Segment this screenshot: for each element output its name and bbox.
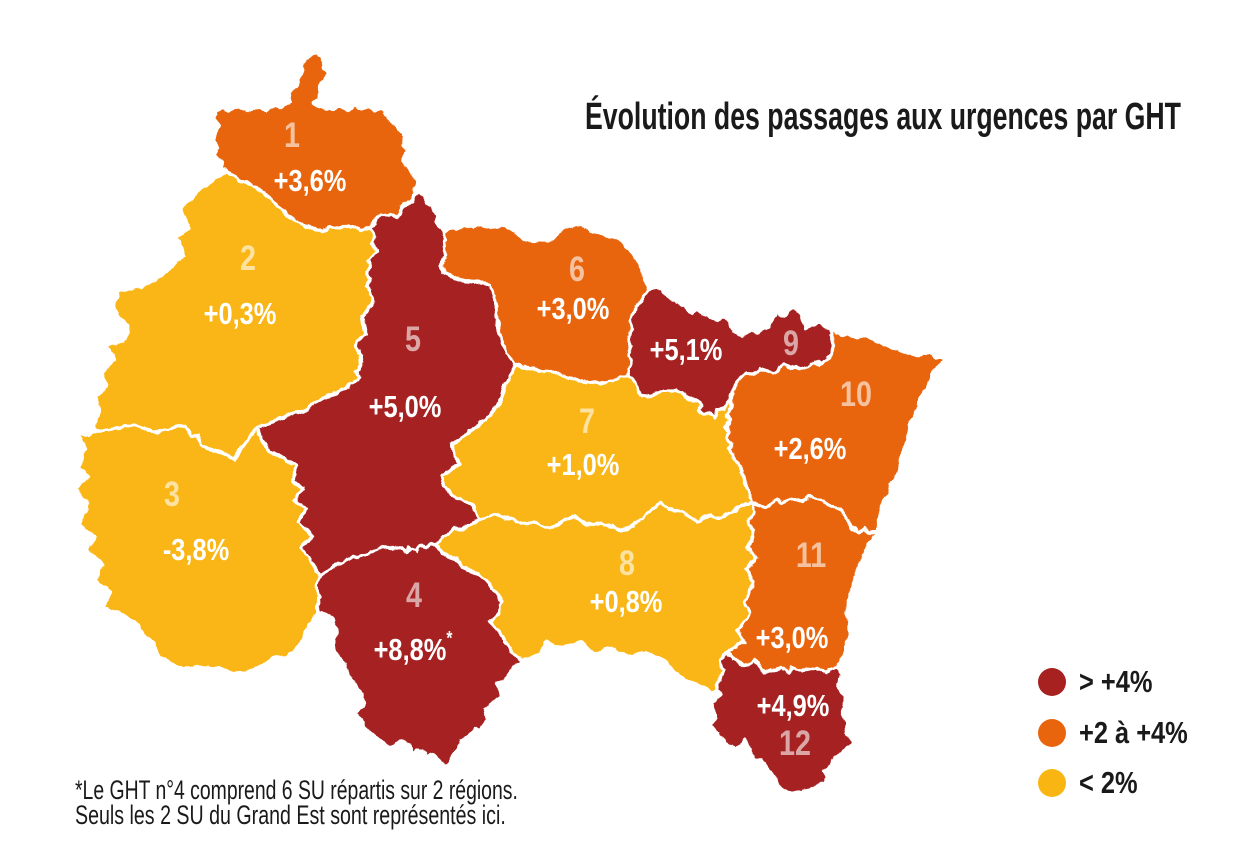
chart-title: Évolution des passages aux urgences par … bbox=[585, 94, 1181, 137]
region-8-number: 8 bbox=[619, 543, 635, 582]
region-4-value: +8,8%* bbox=[374, 627, 453, 667]
region-12-number: 12 bbox=[779, 723, 811, 762]
region-9-number: 9 bbox=[783, 323, 799, 362]
region-11-value: +3,0% bbox=[756, 621, 829, 656]
region-11-number: 11 bbox=[796, 535, 826, 574]
region-8-value: +0,8% bbox=[590, 585, 663, 620]
region-1-value: +3,6% bbox=[274, 164, 347, 199]
region-10-value: +2,6% bbox=[774, 432, 847, 467]
region-2-number: 2 bbox=[240, 238, 256, 277]
region-7-number: 7 bbox=[579, 401, 595, 440]
legend-swatch-red bbox=[1038, 668, 1066, 696]
map-labels: 1 +3,6% 2 +0,3% 3 -3,8% 4 +8,8%* 5 +5,0% 6 +3,0% 7 +1… bbox=[163, 115, 872, 762]
legend-swatch-yellow bbox=[1038, 769, 1066, 797]
footnote-line1: *Le GHT n°4 comprend 6 SU répartis sur 2… bbox=[75, 775, 518, 805]
legend-swatch-orange bbox=[1038, 719, 1066, 747]
region-7-value: +1,0% bbox=[547, 448, 620, 483]
legend: > +4% +2 à +4% < 2% bbox=[1038, 665, 1188, 801]
region-1-number: 1 bbox=[284, 115, 300, 154]
region-4-number: 4 bbox=[406, 575, 422, 614]
region-6-value: +3,0% bbox=[537, 292, 610, 327]
region-9-value: +5,1% bbox=[650, 333, 723, 368]
region-12-shape bbox=[708, 648, 854, 796]
legend-label-1: +2 à +4% bbox=[1079, 716, 1188, 751]
region-10-number: 10 bbox=[840, 374, 872, 413]
region-3-value: -3,8% bbox=[163, 533, 229, 568]
legend-label-0: > +4% bbox=[1079, 665, 1152, 700]
legend-label-2: < 2% bbox=[1079, 766, 1138, 801]
region-5-number: 5 bbox=[405, 319, 421, 358]
map-regions bbox=[73, 52, 950, 796]
region-3-number: 3 bbox=[164, 474, 180, 513]
region-6-number: 6 bbox=[569, 249, 585, 288]
region-12-value: +4,9% bbox=[757, 689, 830, 724]
region-2-value: +0,3% bbox=[204, 297, 277, 332]
region-5-value: +5,0% bbox=[369, 390, 442, 425]
footnote-line2: Seuls les 2 SU du Grand Est sont représe… bbox=[75, 801, 506, 831]
